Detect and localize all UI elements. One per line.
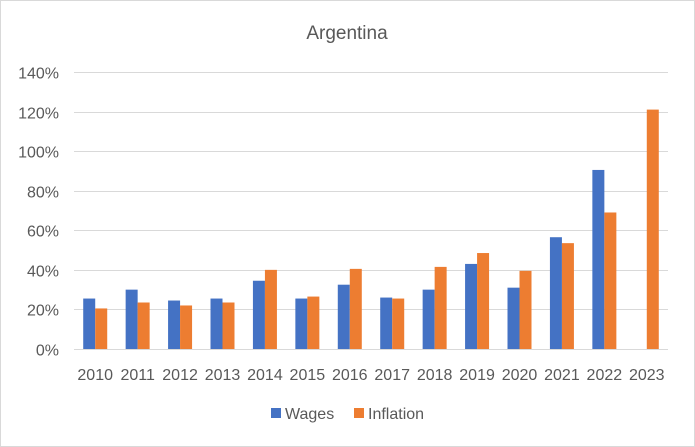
y-tick-label: 140% bbox=[18, 66, 59, 83]
y-tick-label: 100% bbox=[18, 145, 59, 162]
x-tick-label: 2020 bbox=[502, 367, 538, 384]
x-tick-label: 2015 bbox=[290, 367, 326, 384]
x-tick-label: 2010 bbox=[77, 367, 113, 384]
x-tick-label: 2011 bbox=[120, 367, 155, 384]
bar-inflation bbox=[561, 243, 574, 349]
bar-wages bbox=[337, 284, 350, 349]
legend: Wages Inflation bbox=[271, 406, 424, 423]
bar-wages bbox=[380, 297, 393, 349]
y-tick-label: 0% bbox=[36, 343, 59, 360]
bar-inflation bbox=[137, 302, 150, 349]
bar-wages bbox=[210, 298, 223, 349]
bar-wages bbox=[83, 298, 96, 349]
bar-inflation bbox=[349, 268, 362, 349]
x-tick-label: 2019 bbox=[459, 367, 495, 384]
bar-inflation bbox=[264, 269, 277, 349]
legend-swatch-inflation bbox=[354, 408, 364, 418]
x-tick-label: 2018 bbox=[417, 367, 453, 384]
y-tick-label: 40% bbox=[27, 264, 59, 281]
x-tick-label: 2021 bbox=[544, 367, 580, 384]
bar-wages bbox=[422, 289, 435, 349]
bar-wages bbox=[295, 298, 308, 349]
gridlines bbox=[74, 72, 668, 350]
x-tick-label: 2014 bbox=[247, 367, 283, 384]
bar-inflation bbox=[434, 266, 447, 349]
bar-inflation bbox=[180, 305, 193, 349]
bar-inflation bbox=[604, 212, 617, 349]
bar-inflation bbox=[477, 253, 490, 349]
y-tick-label: 20% bbox=[27, 303, 59, 320]
bar-inflation bbox=[307, 296, 320, 349]
x-tick-label: 2022 bbox=[587, 367, 623, 384]
bar-wages bbox=[125, 289, 138, 349]
bar-inflation bbox=[392, 298, 405, 349]
bar-wages bbox=[465, 263, 478, 349]
y-axis-tick-labels: 0% 20% 40% 60% 80% 100% 120% 140% bbox=[18, 66, 59, 360]
bar-wages bbox=[549, 237, 562, 349]
bar-inflation bbox=[519, 270, 532, 349]
x-tick-label: 2017 bbox=[374, 367, 410, 384]
x-tick-label: 2016 bbox=[332, 367, 368, 384]
bar-inflation bbox=[95, 308, 108, 349]
bar-inflation bbox=[646, 109, 659, 349]
bar-wages bbox=[168, 300, 181, 349]
legend-label-inflation: Inflation bbox=[368, 406, 424, 423]
bar-inflation bbox=[222, 302, 235, 349]
x-tick-label: 2013 bbox=[205, 367, 241, 384]
x-tick-label: 2012 bbox=[162, 367, 198, 384]
x-axis-tick-labels: 2010 2011 2012 2013 2014 2015 2016 2017 2018 2019… bbox=[77, 367, 664, 384]
bar-wages bbox=[252, 280, 265, 349]
x-tick-label: 2023 bbox=[629, 367, 665, 384]
legend-label-wages: Wages bbox=[285, 406, 334, 423]
chart-title: Argentina bbox=[306, 23, 388, 44]
y-tick-label: 60% bbox=[27, 224, 59, 241]
bars bbox=[83, 109, 659, 349]
bar-wages bbox=[592, 169, 605, 349]
legend-swatch-wages bbox=[271, 408, 281, 418]
bar-wages bbox=[507, 287, 520, 349]
y-tick-label: 120% bbox=[18, 106, 59, 123]
y-tick-label: 80% bbox=[27, 185, 59, 202]
